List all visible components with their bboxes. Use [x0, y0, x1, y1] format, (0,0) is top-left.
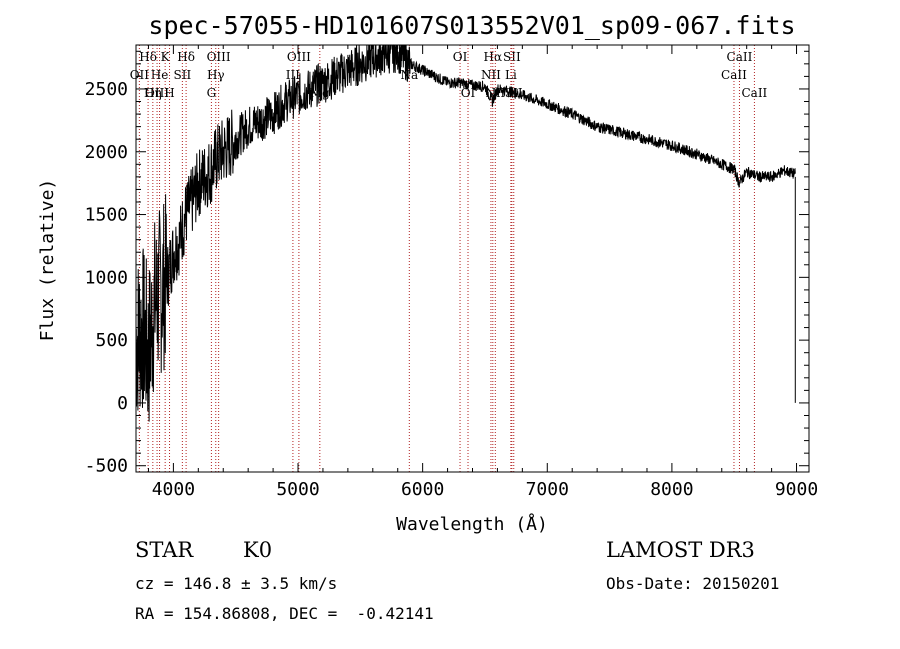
spectrum-line [135, 44, 796, 422]
chart-title: spec-57055-HD101607S013552V01_sp09-067.f… [148, 11, 795, 40]
object-class: STAR [135, 538, 194, 562]
line-label-2: OIII [145, 86, 169, 100]
line-label-0: Hδ [139, 50, 157, 64]
survey-name: LAMOST DR3 [606, 538, 755, 562]
redshift-velocity: cz = 146.8 ± 3.5 km/s [135, 574, 338, 593]
line-label-8: H [164, 86, 174, 100]
line-label-6: Hδ [177, 50, 195, 64]
y-tick-label-6: 2500 [85, 79, 128, 100]
x-axis-label: Wavelength (Å) [396, 513, 548, 535]
x-tick-label-0: 4000 [152, 479, 195, 500]
line-label-4: He [151, 68, 169, 82]
line-label-1: OII [130, 68, 150, 82]
plot-frame [135, 44, 810, 473]
line-label-12: OIII [287, 50, 311, 64]
spectral-line-markers: HδOIIOIIIKHeHηHδSIIHOIIIHγGOIIIIIIMgNaOI… [130, 45, 768, 472]
x-tick-label-4: 8000 [650, 479, 693, 500]
line-label-5: Hη [144, 86, 162, 100]
spectrum-series [135, 44, 796, 422]
line-label-17: OI [461, 86, 476, 100]
line-label-21: SII [503, 50, 521, 64]
y-tick-label-0: -500 [85, 456, 128, 477]
line-label-7: SII [174, 68, 192, 82]
line-label-16: OI [453, 50, 468, 64]
line-label-13: III [286, 68, 300, 82]
line-label-10: Hγ [207, 68, 225, 82]
x-tick-label-1: 5000 [276, 479, 319, 500]
line-label-3: K [161, 50, 171, 64]
observation-date: Obs-Date: 20150201 [606, 574, 780, 593]
y-tick-label-2: 500 [95, 330, 128, 351]
ra-dec-coordinates: RA = 154.86808, DEC = -0.42141 [135, 604, 434, 623]
y-tick-label-3: 1000 [85, 267, 128, 288]
x-tick-label-2: 6000 [401, 479, 444, 500]
y-tick-label-4: 1500 [85, 205, 128, 226]
line-label-18: Hα [484, 50, 503, 64]
line-label-11: G [207, 86, 217, 100]
line-label-9: OIII [207, 50, 231, 64]
line-label-24: CaII [727, 50, 753, 64]
x-tick-label-5: 9000 [775, 479, 818, 500]
y-tick-label-5: 2000 [85, 142, 128, 163]
line-label-26: CaII [741, 86, 767, 100]
y-tick-label-1: 0 [117, 393, 128, 414]
line-label-22: Li [505, 68, 517, 82]
line-label-19: NII [481, 68, 501, 82]
spectral-subclass: K0 [243, 538, 273, 562]
x-tick-label-3: 7000 [526, 479, 569, 500]
line-label-25: CaII [721, 68, 747, 82]
axis-ticks: 4000 5000 6000 7000 8000 9000 -500 0 500 1000 1500… [85, 45, 818, 500]
line-label-15: Na [400, 68, 418, 82]
y-axis-label: Flux (relative) [37, 179, 58, 342]
